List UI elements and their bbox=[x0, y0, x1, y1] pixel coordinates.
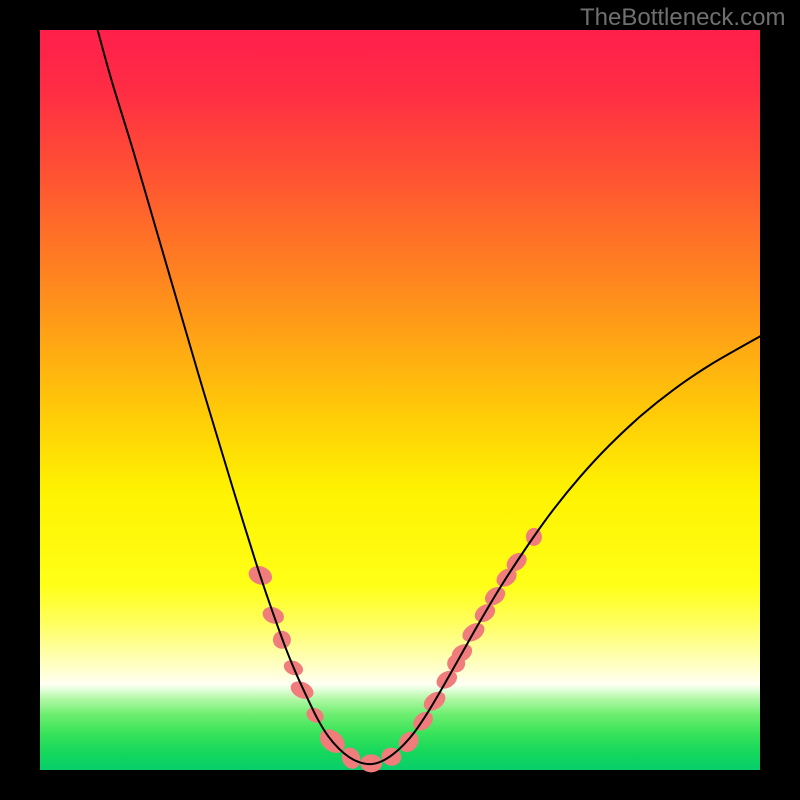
plot-area bbox=[40, 30, 760, 770]
bottleneck-curve bbox=[98, 30, 760, 764]
watermark-text: TheBottleneck.com bbox=[580, 4, 785, 32]
chart-frame: TheBottleneck.com bbox=[0, 0, 800, 800]
dot-series bbox=[246, 528, 542, 772]
dot-marker bbox=[288, 678, 316, 702]
chart-svg bbox=[40, 30, 760, 770]
